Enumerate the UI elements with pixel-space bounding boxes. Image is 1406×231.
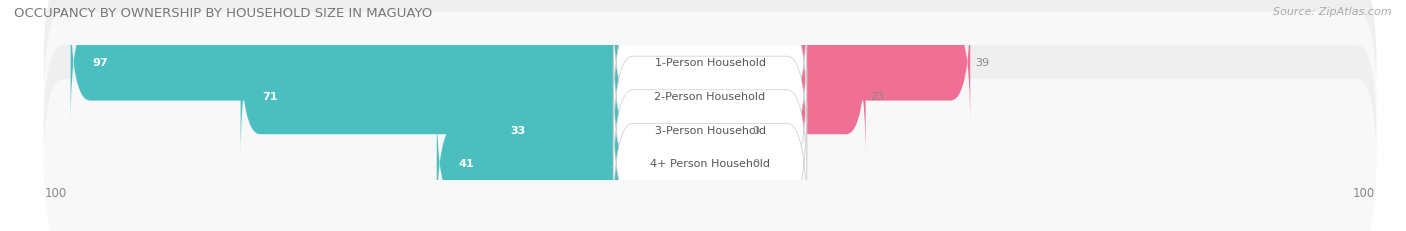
Text: OCCUPANCY BY OWNERSHIP BY HOUSEHOLD SIZE IN MAGUAYO: OCCUPANCY BY OWNERSHIP BY HOUSEHOLD SIZE…: [14, 7, 432, 20]
FancyBboxPatch shape: [489, 68, 716, 192]
Text: 39: 39: [974, 58, 988, 68]
FancyBboxPatch shape: [44, 13, 1376, 180]
FancyBboxPatch shape: [70, 1, 716, 125]
FancyBboxPatch shape: [613, 36, 807, 157]
Text: 71: 71: [262, 91, 277, 101]
FancyBboxPatch shape: [704, 101, 748, 226]
Text: 0: 0: [752, 125, 759, 135]
Text: 4+ Person Household: 4+ Person Household: [650, 158, 770, 168]
Text: 97: 97: [93, 58, 108, 68]
Text: 3-Person Household: 3-Person Household: [655, 125, 765, 135]
Text: 33: 33: [510, 125, 526, 135]
Text: Source: ZipAtlas.com: Source: ZipAtlas.com: [1274, 7, 1392, 17]
FancyBboxPatch shape: [437, 101, 716, 226]
FancyBboxPatch shape: [613, 103, 807, 224]
Text: 23: 23: [870, 91, 884, 101]
FancyBboxPatch shape: [704, 34, 866, 159]
FancyBboxPatch shape: [44, 46, 1376, 214]
FancyBboxPatch shape: [240, 34, 716, 159]
FancyBboxPatch shape: [44, 80, 1376, 231]
FancyBboxPatch shape: [613, 69, 807, 191]
Text: 1-Person Household: 1-Person Household: [655, 58, 765, 68]
FancyBboxPatch shape: [613, 2, 807, 124]
Text: 2-Person Household: 2-Person Household: [654, 91, 766, 101]
FancyBboxPatch shape: [44, 0, 1376, 147]
Text: 0: 0: [752, 158, 759, 168]
FancyBboxPatch shape: [704, 68, 748, 192]
Text: 41: 41: [458, 158, 474, 168]
FancyBboxPatch shape: [704, 1, 970, 125]
